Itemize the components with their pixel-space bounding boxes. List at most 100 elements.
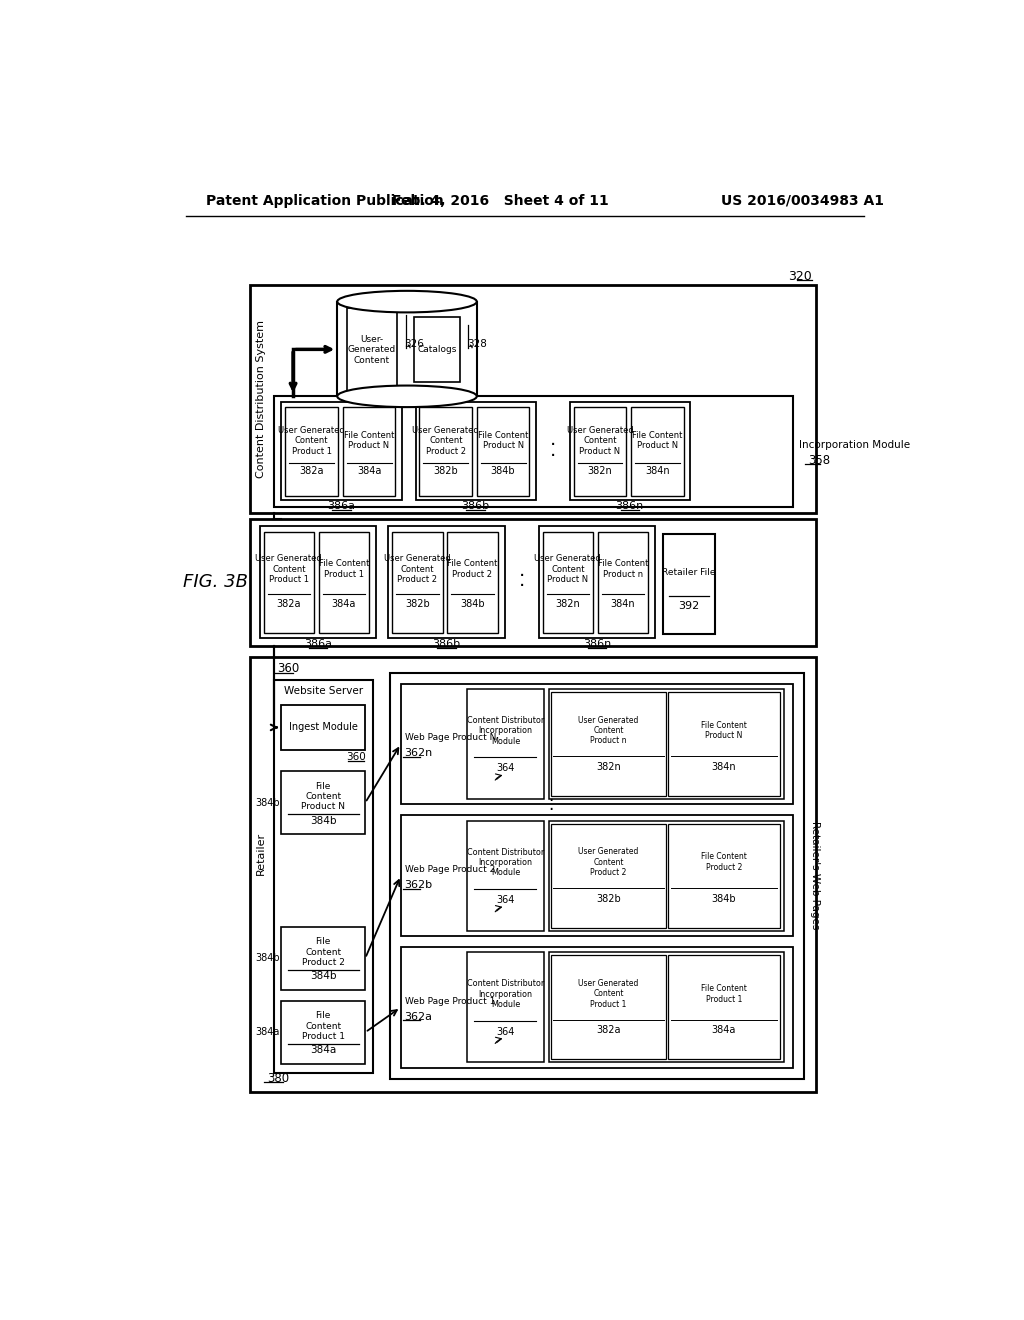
Text: File
Content
Product 1: File Content Product 1 [302,1011,345,1041]
Text: User Generated
Content
Product 1: User Generated Content Product 1 [579,979,639,1008]
Text: Incorporation Module: Incorporation Module [799,441,910,450]
Text: User Generated
Content
Product N: User Generated Content Product N [535,554,601,583]
Text: ·: · [550,446,556,466]
Text: User Generated
Content
Product 2: User Generated Content Product 2 [579,847,639,876]
Text: 386b: 386b [432,639,461,649]
Text: Web Page Product N: Web Page Product N [404,734,496,742]
Text: 360: 360 [278,663,300,676]
Text: 382a: 382a [596,1026,621,1035]
Text: 358: 358 [809,454,830,467]
Bar [251,285,816,512]
Text: 328: 328 [468,339,487,348]
Text: File Content
Product n: File Content Product n [598,560,648,579]
Bar [390,673,804,1078]
Text: 382b: 382b [596,894,621,903]
Text: 382n: 382n [596,762,621,772]
Text: 386n: 386n [615,502,644,511]
Bar [549,821,784,931]
Bar [343,407,395,496]
Text: 364: 364 [497,895,515,906]
Bar [400,946,793,1068]
Bar [251,519,816,645]
Bar [392,532,442,632]
Bar [282,705,366,750]
Bar [549,952,784,1063]
Bar [318,532,369,632]
Text: 384b: 384b [255,953,280,964]
Bar [251,657,816,1093]
Text: File Content
Product N: File Content Product N [344,432,394,450]
Bar [282,771,366,834]
Bar [400,684,793,804]
Text: 384b: 384b [310,816,337,825]
Bar [631,407,684,496]
Bar [539,527,655,638]
Bar [400,816,793,936]
Text: 386a: 386a [328,502,355,511]
Text: Retailer File: Retailer File [663,568,716,577]
Text: User Generated
Content
Product n: User Generated Content Product n [579,715,639,746]
Text: File Content
Product 1: File Content Product 1 [701,985,746,1003]
Text: 384a: 384a [310,1045,337,1055]
Text: 384b: 384b [255,797,280,808]
Text: 392: 392 [679,601,699,611]
Text: Website Server: Website Server [284,686,362,696]
Ellipse shape [337,290,477,313]
Text: 382b: 382b [433,466,458,477]
Text: Patent Application Publication: Patent Application Publication [206,194,443,207]
Text: File Content
Product 2: File Content Product 2 [447,560,498,579]
Text: 382n: 382n [588,466,612,477]
Bar [669,692,779,796]
Text: 384n: 384n [645,466,670,477]
Bar [663,535,716,635]
Text: 326: 326 [404,339,424,348]
Text: Web Page Product 1: Web Page Product 1 [404,997,495,1006]
Text: 362n: 362n [404,748,433,758]
Bar [669,824,779,928]
Text: Content Distribution System: Content Distribution System [256,319,266,478]
Bar [569,403,690,500]
Text: 384a: 384a [356,466,381,477]
Text: User Generated
Content
Product N: User Generated Content Product N [566,426,634,455]
Text: ·: · [548,792,553,810]
Text: 360: 360 [346,752,366,763]
Bar [549,689,784,799]
Bar [551,956,666,1059]
Text: 364: 364 [497,1027,515,1036]
Bar [337,302,477,396]
Text: 384a: 384a [712,1026,736,1035]
Text: File
Content
Product N: File Content Product N [301,781,345,812]
Text: 382a: 382a [276,599,301,610]
Text: 384b: 384b [712,894,736,903]
Bar [263,532,314,632]
Text: 362a: 362a [404,1011,433,1022]
Text: Retailer: Retailer [256,832,266,875]
Bar [467,689,544,799]
Text: Catalogs: Catalogs [418,346,457,354]
Text: ·: · [548,801,553,818]
Bar [669,956,779,1059]
Bar [543,532,593,632]
Text: Content Distributor
Incorporation
Module: Content Distributor Incorporation Module [467,715,544,746]
Text: User Generated
Content
Product 2: User Generated Content Product 2 [384,554,451,583]
Text: ·: · [518,566,525,586]
Text: 384b: 384b [460,599,484,610]
Bar [551,692,666,796]
Text: 320: 320 [788,269,812,282]
Ellipse shape [337,385,477,407]
Text: Ingest Module: Ingest Module [289,722,357,733]
Bar [414,317,461,383]
Bar [416,403,536,500]
Text: User-
Generated
Content: User- Generated Content [347,335,396,364]
Text: US 2016/0034983 A1: US 2016/0034983 A1 [721,194,884,207]
Text: 364: 364 [497,763,515,774]
Bar [346,308,397,392]
Text: User Generated
Content
Product 1: User Generated Content Product 1 [255,554,323,583]
Text: File Content
Product N: File Content Product N [701,721,746,741]
Bar [573,407,627,496]
Bar [447,532,498,632]
Text: File Content
Product N: File Content Product N [632,432,683,450]
Bar [420,407,472,496]
Text: FIG. 3B: FIG. 3B [183,573,248,591]
Text: File Content
Product N: File Content Product N [478,432,528,450]
